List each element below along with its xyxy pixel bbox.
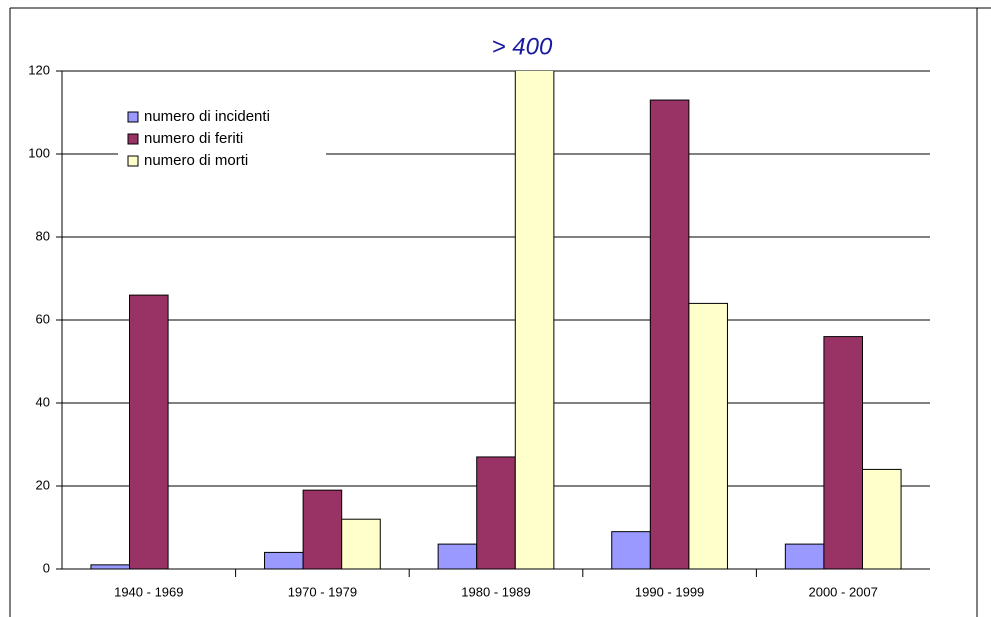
legend-swatch (127, 155, 139, 167)
bar (514, 71, 555, 569)
y-tick-label: 0 (43, 560, 50, 575)
x-tick-label: 1980 - 1989 (461, 584, 530, 599)
x-tick-label: 1940 - 1969 (114, 584, 183, 599)
annotation: > 400 (492, 33, 553, 60)
y-tick-label: 80 (36, 228, 50, 243)
bar (823, 336, 863, 569)
legend-swatch (127, 133, 139, 145)
bar (688, 302, 728, 569)
x-tick-label: 2000 - 2007 (808, 584, 877, 599)
bar (649, 99, 690, 569)
y-tick-label: 40 (36, 394, 50, 409)
legend-label: numero di feriti (144, 130, 243, 147)
x-tick-label: 1990 - 1999 (635, 584, 704, 599)
bar (90, 564, 131, 569)
bar (264, 551, 304, 569)
bar (476, 456, 516, 569)
legend-label: numero di morti (144, 152, 248, 169)
bar (861, 468, 902, 569)
bar (784, 543, 825, 569)
legend-label: numero di incidenti (144, 108, 270, 125)
legend-box (118, 100, 326, 182)
x-tick-label: 1970 - 1979 (288, 584, 357, 599)
y-tick-label: 20 (36, 477, 50, 492)
y-tick-label: 120 (28, 62, 50, 77)
bar (302, 489, 343, 569)
bar (437, 543, 478, 569)
legend-swatch (127, 111, 139, 123)
bar (129, 294, 169, 569)
y-tick-label: 60 (36, 311, 50, 326)
y-tick-label: 100 (28, 145, 50, 160)
bar (611, 531, 651, 569)
bar (341, 518, 381, 569)
